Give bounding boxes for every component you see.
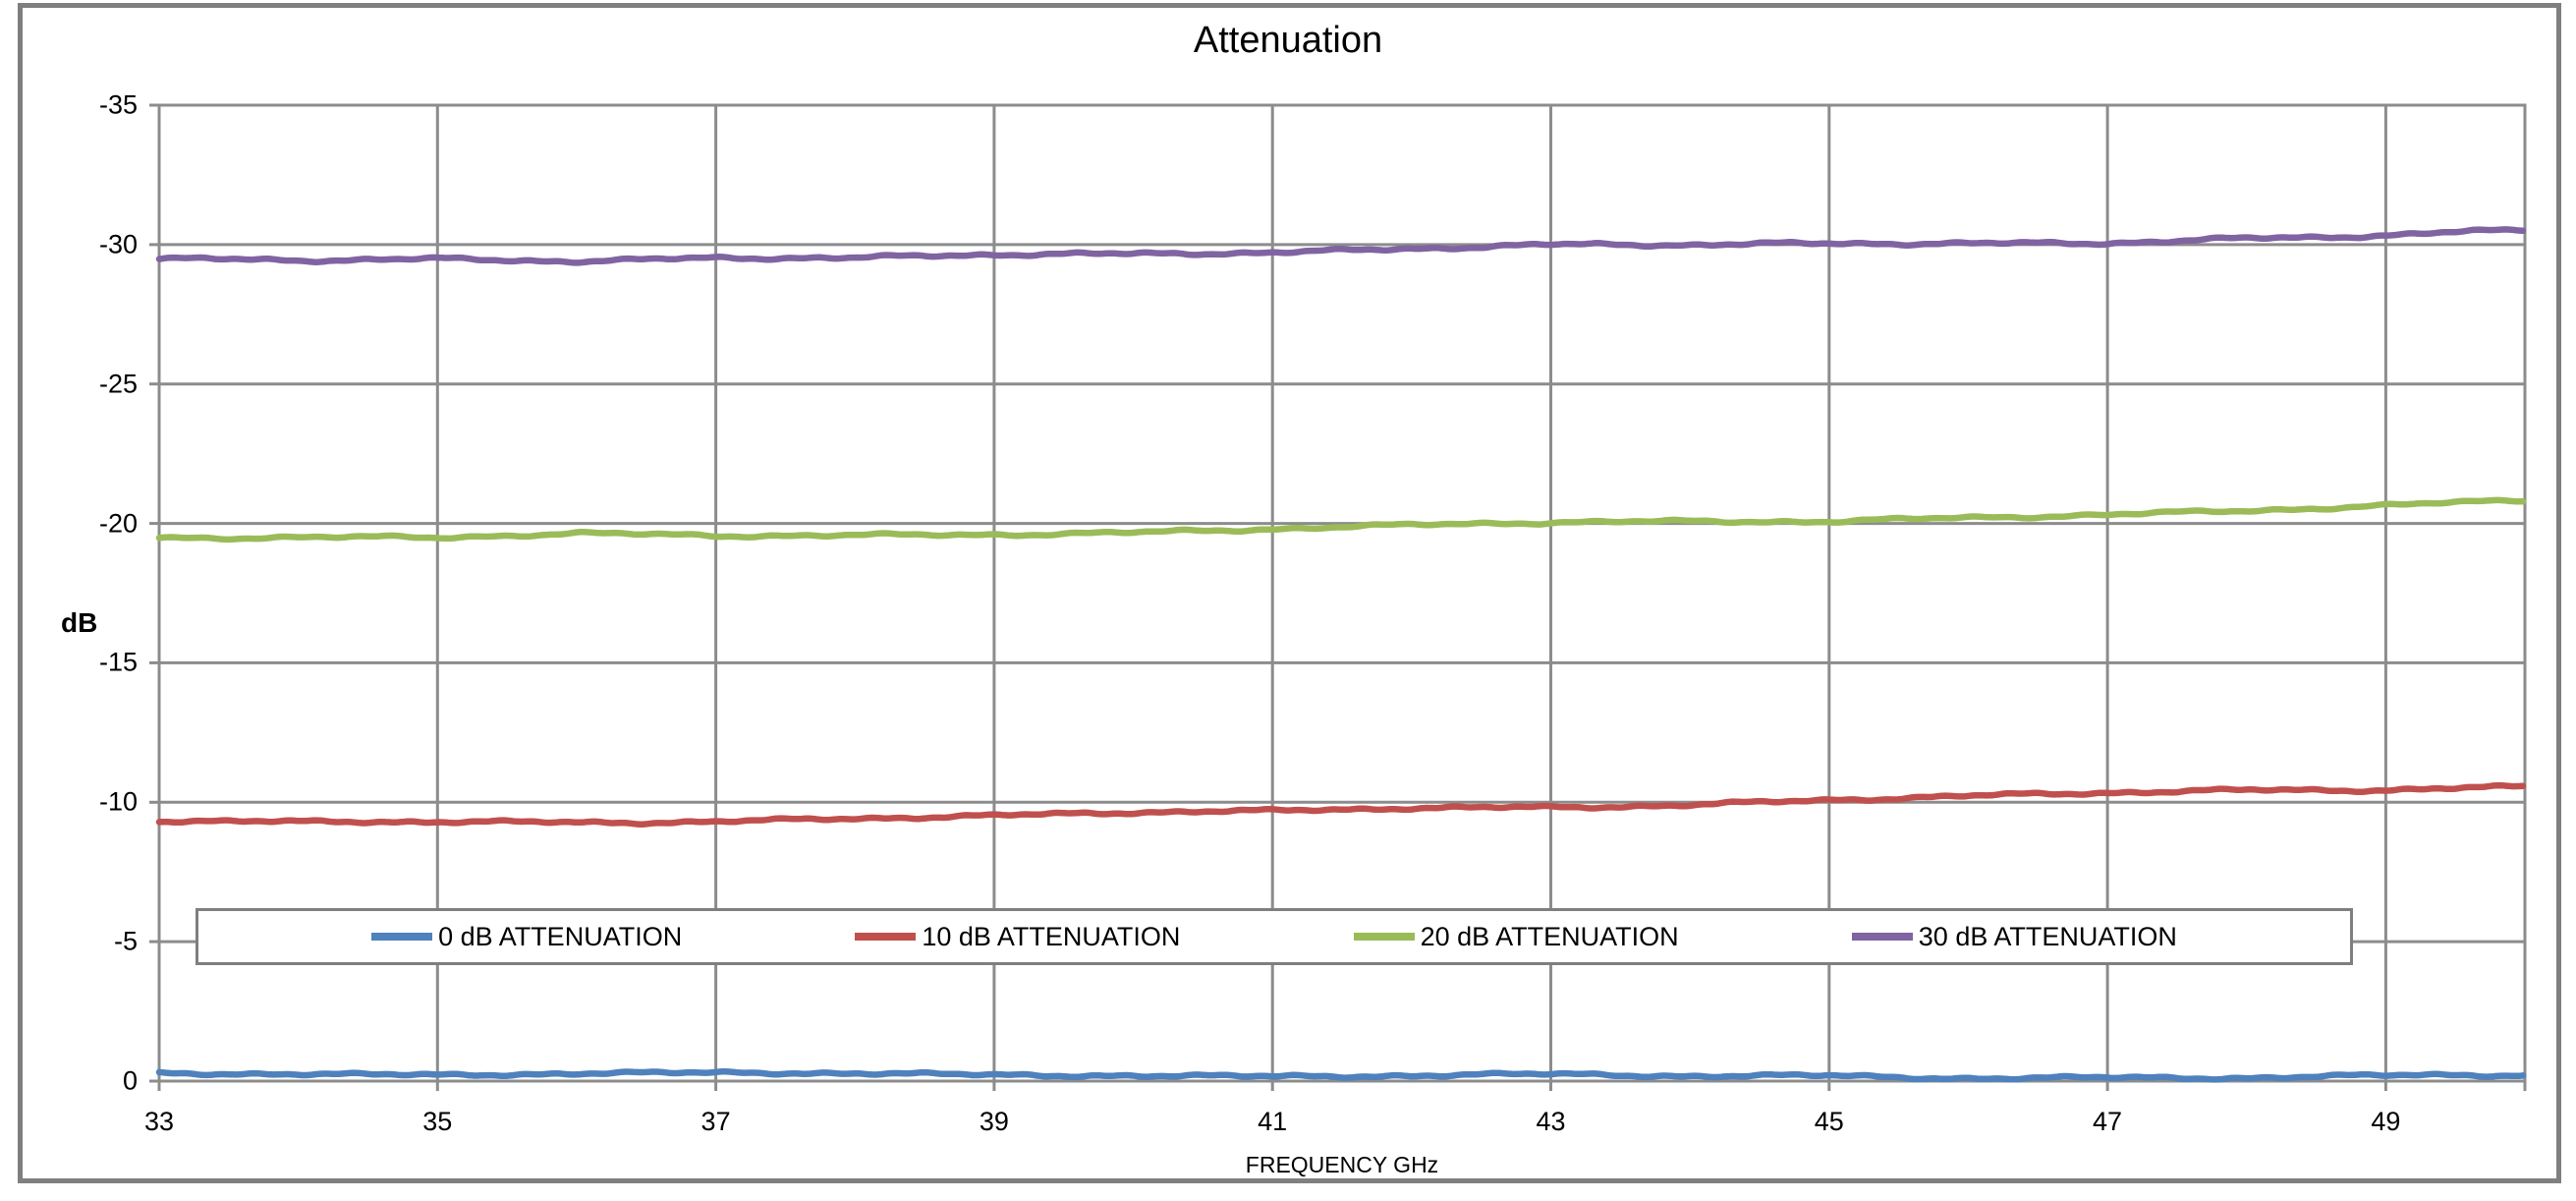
x-tick-label: 33: [143, 1107, 175, 1136]
chart-frame: [18, 3, 2561, 1183]
legend-label: 0 dB ATTENUATION: [438, 921, 683, 951]
legend-label: 30 dB ATTENUATION: [1918, 921, 2177, 951]
series-line-3: [155, 226, 2527, 266]
series-line-0: [155, 1068, 2527, 1083]
x-tick-label: 41: [1258, 1107, 1288, 1136]
legend-line-swatch-icon: [1353, 933, 1415, 941]
x-tick-label: 35: [422, 1107, 453, 1136]
x-tick-label: 43: [1536, 1107, 1566, 1136]
legend-line-swatch-icon: [371, 933, 433, 941]
plot-border: [157, 103, 2527, 1083]
legend-item: 0 dB ATTENUATION: [371, 922, 682, 952]
y-tick-label: -10: [98, 786, 138, 817]
legend-item: 10 dB ATTENUATION: [855, 922, 1180, 952]
legend-line-swatch-icon: [855, 933, 917, 941]
x-tick-label: 49: [2371, 1107, 2401, 1136]
y-tick-label: -20: [98, 508, 138, 539]
y-tick-label: -35: [98, 89, 138, 120]
y-tick-label: -30: [98, 229, 138, 259]
legend-line-swatch-icon: [1851, 933, 1913, 941]
x-tick-label: 47: [2093, 1107, 2123, 1136]
x-tick-label: 45: [1814, 1107, 1844, 1136]
y-axis-unit-label: dB: [61, 607, 98, 638]
x-tick-label: 37: [700, 1107, 731, 1136]
y-tick-label: 0: [122, 1065, 138, 1096]
series-line-2: [155, 496, 2527, 543]
y-tick-label: -15: [98, 647, 138, 677]
legend-label: 20 dB ATTENUATION: [1420, 921, 1679, 951]
y-tick-label: -5: [113, 926, 138, 956]
legend-item: 30 dB ATTENUATION: [1851, 921, 2177, 952]
y-tick-label: -25: [98, 369, 138, 399]
series-line-1: [155, 781, 2527, 828]
legend-label: 10 dB ATTENUATION: [922, 921, 1181, 951]
x-tick-label: 39: [979, 1107, 1009, 1136]
legend-item: 20 dB ATTENUATION: [1353, 921, 1679, 952]
chart-title: Attenuation: [1193, 20, 1383, 61]
x-axis-title: FREQUENCY GHz: [1245, 1152, 1439, 1177]
legend: 0 dB ATTENUATION 10 dB ATTENUATION 20 dB A…: [196, 908, 2353, 965]
